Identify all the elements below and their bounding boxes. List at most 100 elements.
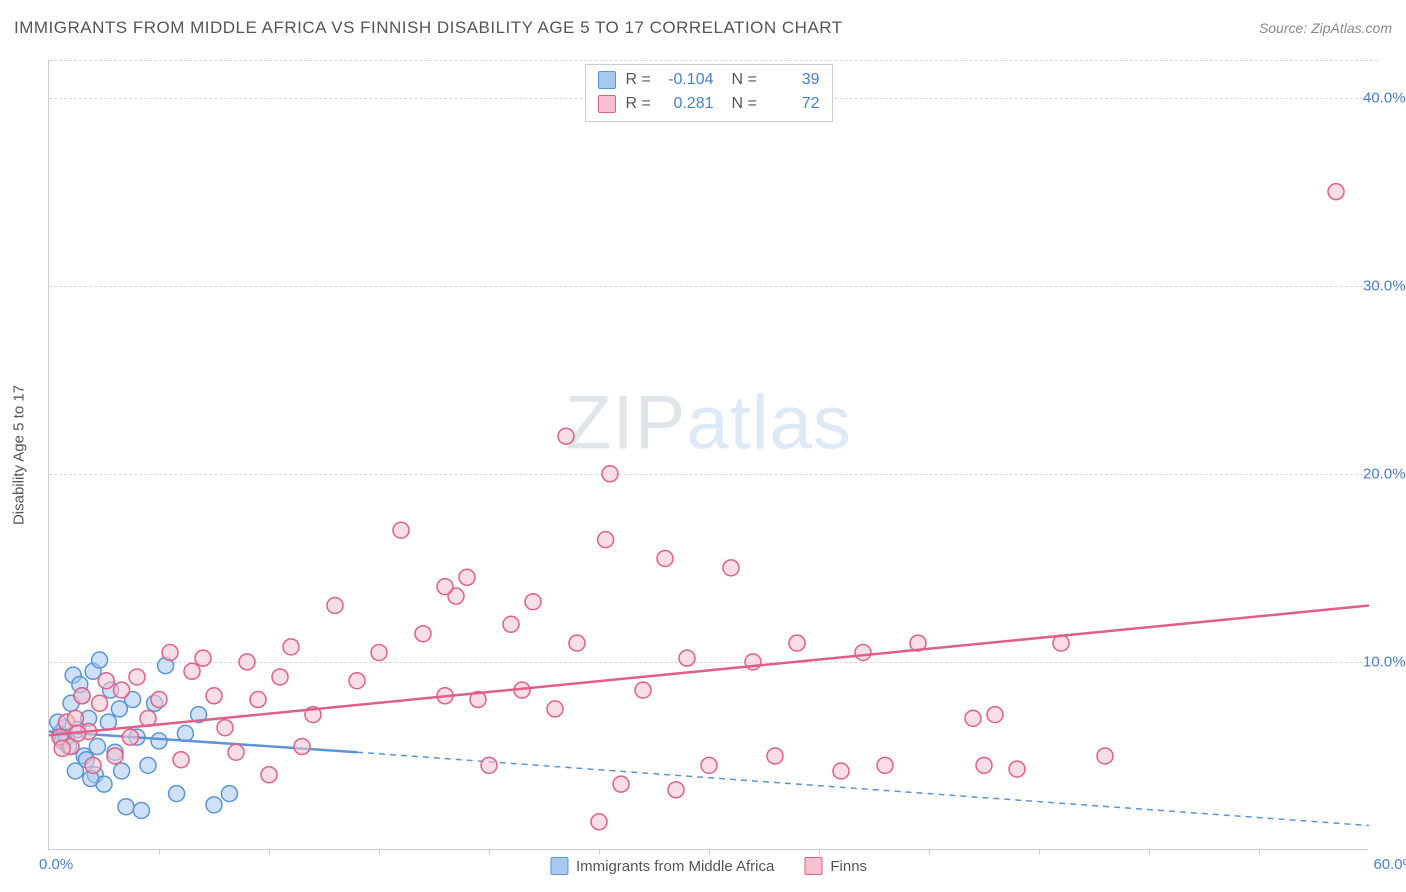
data-point: [855, 645, 871, 661]
data-point: [657, 550, 673, 566]
y-tick-label: 20.0%: [1363, 465, 1406, 482]
data-point: [877, 757, 893, 773]
x-tick: [159, 849, 160, 855]
x-max-label: 60.0%: [1373, 856, 1406, 873]
data-point: [173, 752, 189, 768]
y-tick-label: 10.0%: [1363, 653, 1406, 670]
legend-row: R = -0.104 N = 39: [598, 68, 820, 92]
data-point: [151, 733, 167, 749]
r-value-pink: 0.281: [664, 92, 714, 116]
data-point: [481, 757, 497, 773]
data-point: [98, 673, 114, 689]
legend-label: Immigrants from Middle Africa: [576, 858, 774, 875]
data-point: [133, 803, 149, 819]
data-point: [272, 669, 288, 685]
correlation-legend: R = -0.104 N = 39 R = 0.281 N = 72: [585, 64, 833, 122]
data-point: [239, 654, 255, 670]
data-point: [1328, 184, 1344, 200]
data-point: [635, 682, 651, 698]
data-point: [114, 763, 130, 779]
data-point: [67, 710, 83, 726]
legend-swatch-pink: [598, 95, 616, 113]
data-point: [261, 767, 277, 783]
header: IMMIGRANTS FROM MIDDLE AFRICA VS FINNISH…: [14, 18, 1392, 38]
legend-label: Finns: [830, 858, 867, 875]
data-point: [965, 710, 981, 726]
data-point: [217, 720, 233, 736]
x-tick: [1149, 849, 1150, 855]
data-point: [206, 688, 222, 704]
data-point: [459, 569, 475, 585]
x-origin-label: 0.0%: [39, 856, 73, 873]
x-tick: [1039, 849, 1040, 855]
data-point: [789, 635, 805, 651]
data-point: [371, 645, 387, 661]
data-point: [85, 757, 101, 773]
scatter-plot: [49, 60, 1368, 849]
chart-title: IMMIGRANTS FROM MIDDLE AFRICA VS FINNISH…: [14, 18, 843, 38]
data-point: [140, 757, 156, 773]
data-point: [393, 522, 409, 538]
data-point: [107, 748, 123, 764]
legend-swatch-blue: [550, 857, 568, 875]
trend-line-dashed: [357, 752, 1369, 825]
x-tick: [379, 849, 380, 855]
legend-item: Finns: [804, 857, 867, 875]
data-point: [437, 579, 453, 595]
y-tick-label: 40.0%: [1363, 89, 1406, 106]
data-point: [327, 597, 343, 613]
data-point: [723, 560, 739, 576]
data-point: [602, 466, 618, 482]
data-point: [415, 626, 431, 642]
data-point: [591, 814, 607, 830]
data-point: [54, 740, 70, 756]
data-point: [114, 682, 130, 698]
data-point: [129, 669, 145, 685]
x-tick: [269, 849, 270, 855]
x-tick: [929, 849, 930, 855]
legend-swatch-pink: [804, 857, 822, 875]
chart-area: Disability Age 5 to 17 ZIPatlas R = -0.1…: [48, 60, 1368, 850]
data-point: [195, 650, 211, 666]
data-point: [1009, 761, 1025, 777]
data-point: [1097, 748, 1113, 764]
n-value-pink: 72: [770, 92, 820, 116]
data-point: [349, 673, 365, 689]
data-point: [118, 799, 134, 815]
data-point: [184, 663, 200, 679]
data-point: [250, 692, 266, 708]
data-point: [206, 797, 222, 813]
data-point: [228, 744, 244, 760]
data-point: [294, 739, 310, 755]
data-point: [169, 786, 185, 802]
data-point: [569, 635, 585, 651]
data-point: [74, 688, 90, 704]
data-point: [177, 725, 193, 741]
n-value-blue: 39: [770, 68, 820, 92]
data-point: [558, 428, 574, 444]
data-point: [701, 757, 717, 773]
source-citation: Source: ZipAtlas.com: [1259, 20, 1392, 36]
data-point: [613, 776, 629, 792]
data-point: [547, 701, 563, 717]
data-point: [976, 757, 992, 773]
y-tick-label: 30.0%: [1363, 277, 1406, 294]
data-point: [525, 594, 541, 610]
x-tick: [819, 849, 820, 855]
data-point: [122, 729, 138, 745]
data-point: [89, 739, 105, 755]
x-tick: [709, 849, 710, 855]
x-tick: [489, 849, 490, 855]
data-point: [668, 782, 684, 798]
data-point: [679, 650, 695, 666]
data-point: [833, 763, 849, 779]
data-point: [162, 645, 178, 661]
data-point: [92, 652, 108, 668]
data-point: [283, 639, 299, 655]
x-tick: [599, 849, 600, 855]
data-point: [92, 695, 108, 711]
x-tick: [1259, 849, 1260, 855]
data-point: [767, 748, 783, 764]
y-axis-label: Disability Age 5 to 17: [11, 384, 28, 524]
data-point: [987, 707, 1003, 723]
